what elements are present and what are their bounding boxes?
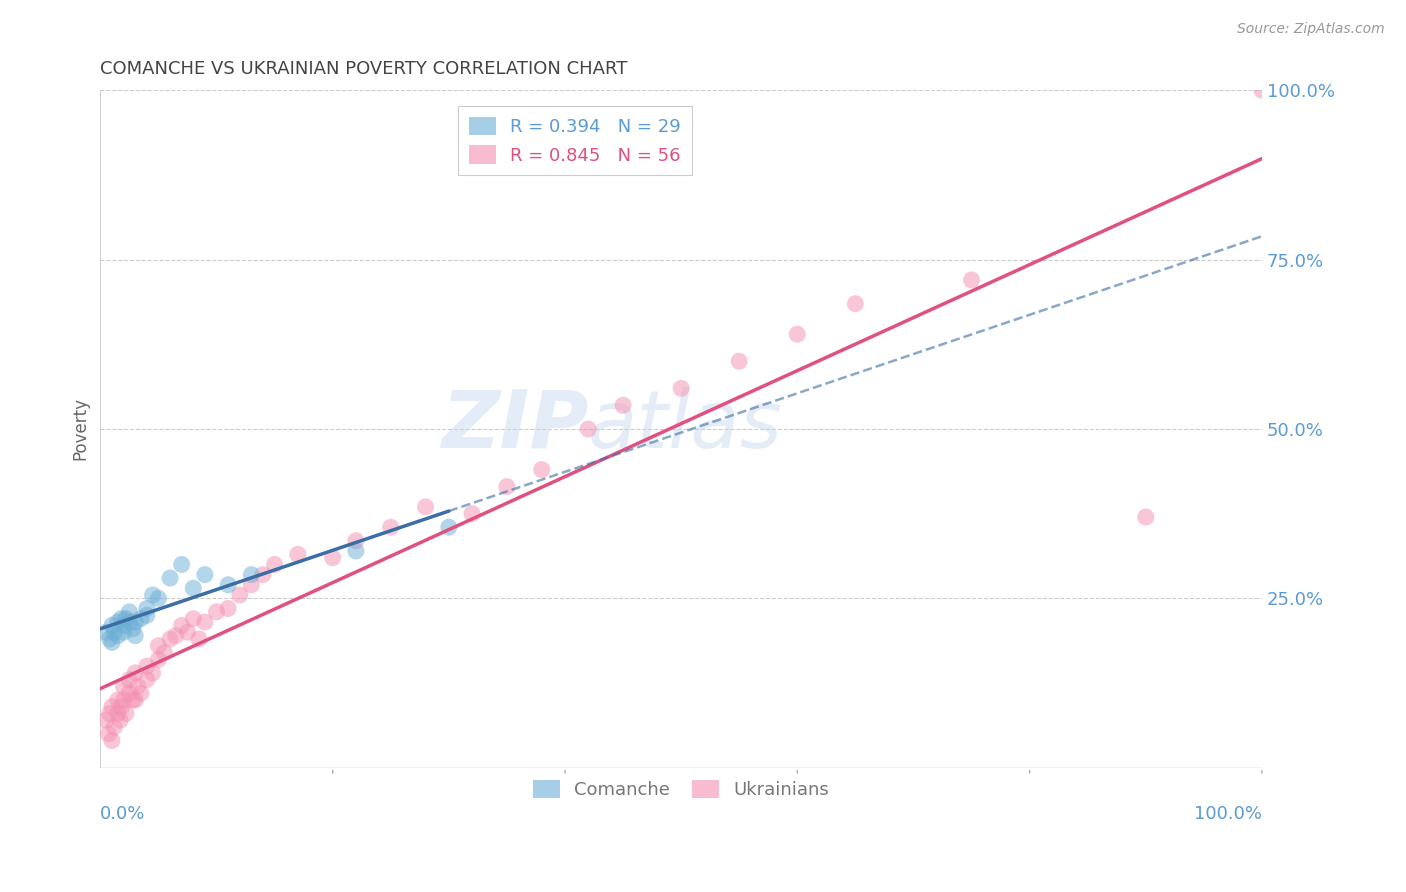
- Point: [129, 686, 152, 700]
- Point: [129, 612, 152, 626]
- Point: [135, 601, 157, 615]
- Text: atlas: atlas: [588, 386, 783, 465]
- Point: [170, 558, 193, 572]
- Point: [380, 520, 402, 534]
- Point: [728, 354, 751, 368]
- Point: [1251, 83, 1274, 97]
- Point: [181, 612, 204, 626]
- Point: [252, 567, 274, 582]
- Point: [127, 680, 149, 694]
- Point: [112, 693, 135, 707]
- Point: [112, 618, 135, 632]
- Point: [159, 632, 181, 646]
- Legend: Comanche, Ukrainians: Comanche, Ukrainians: [526, 772, 837, 806]
- Point: [103, 720, 125, 734]
- Point: [124, 693, 146, 707]
- Point: [97, 727, 120, 741]
- Point: [107, 615, 129, 629]
- Point: [194, 567, 217, 582]
- Point: [240, 578, 263, 592]
- Point: [101, 733, 124, 747]
- Point: [98, 632, 121, 646]
- Point: [98, 706, 121, 721]
- Point: [1135, 510, 1157, 524]
- Point: [176, 625, 198, 640]
- Point: [107, 629, 129, 643]
- Text: ZIP: ZIP: [441, 386, 588, 465]
- Point: [576, 422, 599, 436]
- Text: 100.0%: 100.0%: [1194, 805, 1263, 823]
- Point: [124, 665, 146, 680]
- Point: [344, 544, 367, 558]
- Point: [612, 398, 634, 412]
- Point: [135, 673, 157, 687]
- Point: [530, 462, 553, 476]
- Point: [118, 615, 141, 629]
- Point: [786, 327, 808, 342]
- Point: [118, 605, 141, 619]
- Point: [122, 693, 145, 707]
- Point: [96, 625, 118, 640]
- Point: [135, 608, 157, 623]
- Text: 0.0%: 0.0%: [100, 805, 146, 823]
- Point: [124, 615, 146, 629]
- Point: [153, 646, 176, 660]
- Point: [461, 507, 484, 521]
- Point: [148, 639, 170, 653]
- Point: [148, 652, 170, 666]
- Point: [110, 612, 132, 626]
- Point: [115, 706, 138, 721]
- Text: COMANCHE VS UKRAINIAN POVERTY CORRELATION CHART: COMANCHE VS UKRAINIAN POVERTY CORRELATIO…: [100, 60, 627, 78]
- Point: [217, 578, 239, 592]
- Point: [107, 706, 129, 721]
- Point: [101, 618, 124, 632]
- Text: Source: ZipAtlas.com: Source: ZipAtlas.com: [1237, 22, 1385, 37]
- Point: [142, 588, 165, 602]
- Point: [142, 665, 165, 680]
- Point: [415, 500, 437, 514]
- Point: [96, 713, 118, 727]
- Point: [344, 533, 367, 548]
- Point: [181, 581, 204, 595]
- Point: [287, 547, 309, 561]
- Point: [112, 625, 135, 640]
- Point: [217, 601, 239, 615]
- Point: [148, 591, 170, 606]
- Point: [135, 659, 157, 673]
- Point: [194, 615, 217, 629]
- Point: [110, 699, 132, 714]
- Point: [496, 479, 519, 493]
- Point: [960, 273, 983, 287]
- Y-axis label: Poverty: Poverty: [72, 398, 89, 460]
- Point: [118, 686, 141, 700]
- Point: [108, 713, 131, 727]
- Point: [118, 673, 141, 687]
- Point: [263, 558, 285, 572]
- Point: [437, 520, 460, 534]
- Point: [322, 550, 344, 565]
- Point: [101, 635, 124, 649]
- Point: [669, 381, 692, 395]
- Point: [115, 612, 138, 626]
- Point: [112, 680, 135, 694]
- Point: [205, 605, 228, 619]
- Point: [124, 629, 146, 643]
- Point: [101, 699, 124, 714]
- Point: [188, 632, 211, 646]
- Point: [165, 629, 187, 643]
- Point: [107, 693, 129, 707]
- Point: [229, 588, 252, 602]
- Point: [844, 296, 866, 310]
- Point: [103, 625, 125, 640]
- Point: [122, 622, 145, 636]
- Point: [159, 571, 181, 585]
- Point: [240, 567, 263, 582]
- Point: [170, 618, 193, 632]
